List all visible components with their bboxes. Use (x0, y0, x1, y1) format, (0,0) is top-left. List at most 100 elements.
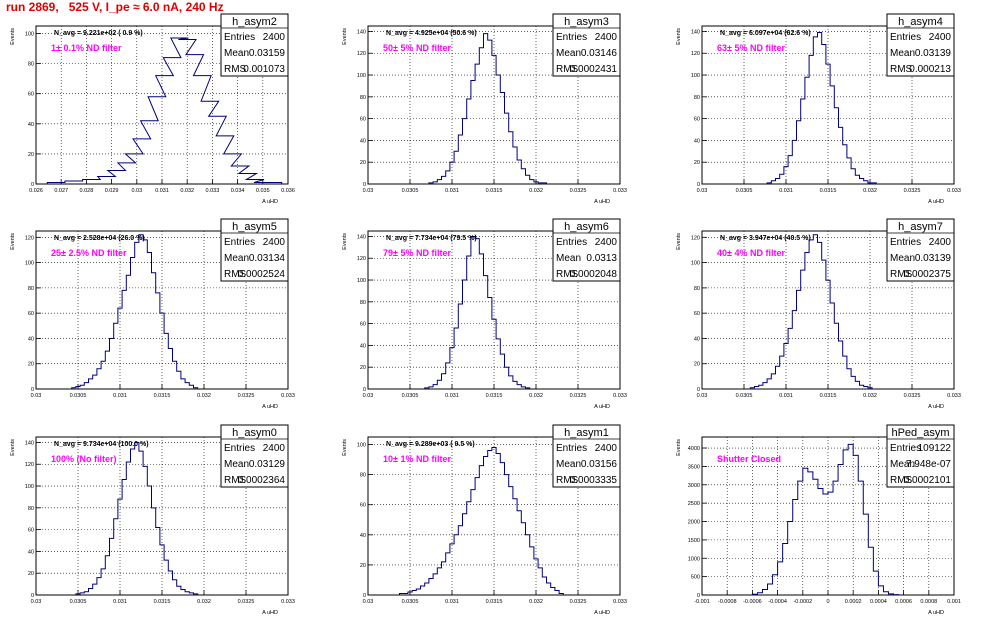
histogram-bin (479, 48, 483, 184)
y-tick-label: 140 (357, 234, 366, 240)
histogram-bin (534, 559, 538, 595)
x-tick-label: 0.029 (105, 188, 119, 194)
histogram-bin (412, 590, 416, 595)
stats-label: RMS (224, 64, 247, 75)
histogram-bin (848, 444, 853, 595)
histogram-bin (851, 376, 855, 389)
y-axis-label: Events (10, 233, 16, 250)
histogram-panel-h_asym2: 0.026 0.027 0.028 0.029 0.03 0.031 0.032 0.033 0… (10, 13, 295, 205)
stats-value: 0.03134 (249, 253, 286, 264)
x-tick-label: 0.033 (947, 188, 961, 194)
x-tick-label: -0.001 (694, 599, 710, 605)
y-tick-label: 20 (360, 563, 366, 569)
stats-label: RMS (556, 475, 579, 486)
x-tick-label: 0.03 (31, 393, 42, 399)
stats-label: Mean (556, 48, 581, 59)
stats-label: Entries (890, 443, 921, 454)
histogram-bin (830, 303, 834, 389)
histogram-bin (792, 140, 796, 184)
filter-label: 50± 5% ND filter (383, 43, 451, 53)
histogram-bin (72, 388, 76, 389)
stats-value: 2400 (263, 32, 286, 43)
histogram-bin (147, 486, 151, 595)
histogram-bin (771, 374, 775, 389)
histogram-bin (437, 568, 441, 595)
y-tick-label: 1000 (688, 556, 700, 562)
x-tick-label: 0.03 (31, 599, 42, 605)
histogram-bin (471, 490, 475, 595)
histogram-bin (65, 181, 83, 184)
stats-box (552, 218, 621, 282)
stats-value: 0.03129 (249, 459, 286, 470)
histogram-bin (194, 388, 198, 389)
y-tick-label: 40 (694, 336, 700, 342)
histogram-bin (437, 180, 441, 184)
stats-value: 2400 (595, 32, 618, 43)
x-tick-label: 0.03 (363, 393, 374, 399)
histogram-bin (421, 586, 425, 595)
histogram-bin (173, 580, 177, 595)
y-tick-label: 80 (28, 286, 34, 292)
stats-label: Entries (556, 237, 587, 248)
histogram-bin (843, 356, 847, 389)
histogram-bin (517, 160, 521, 184)
histogram-panel-h_asym5: 0.03 0.0305 0.031 0.0315 0.032 0.0325 0.033 0 20… (10, 218, 295, 410)
histogram-bin (93, 584, 97, 595)
histogram-bin (847, 369, 851, 389)
stats-value: 0.0002364 (238, 475, 286, 486)
n-avg-annotation: N_avg = 2.528e+04 (26.0 %) (54, 235, 145, 242)
histogram-bin (798, 481, 803, 595)
x-tick-label: 0.031 (445, 393, 459, 399)
histogram-bin (454, 535, 458, 595)
x-tick-label: 0.0305 (736, 188, 753, 194)
histogram-bin (797, 290, 801, 389)
histogram-bin (762, 589, 767, 595)
histogram-panel-hPed_asym: -0.001 -0.0008 -0.0006 -0.0004 -0.0002 0 0.000… (676, 424, 961, 616)
histogram-bin (450, 162, 454, 184)
x-tick-label: 0.03 (131, 188, 142, 194)
histogram-bin (156, 293, 160, 389)
x-tick-label: 0.001 (947, 599, 961, 605)
histogram-panel-h_asym7: 0.03 0.0305 0.031 0.0315 0.032 0.0325 0.033 0 20… (676, 218, 961, 410)
n-avg-annotation: N_avg = 9.734e+04 (100.0 %) (54, 441, 149, 448)
stats-value: 0.03139 (915, 253, 952, 264)
histogram-bin (488, 40, 492, 184)
histogram-bin (446, 553, 450, 595)
y-tick-label: 40 (694, 138, 700, 144)
histogram-bin (513, 147, 517, 184)
histogram-bin (126, 462, 130, 595)
y-tick-label: 120 (691, 51, 700, 57)
stats-label: RMS (890, 64, 913, 75)
filter-label: 10± 1% ND filter (383, 454, 451, 464)
x-tick-label: 0.03 (363, 599, 374, 605)
y-tick-label: 120 (25, 462, 34, 468)
histogram-bin (89, 588, 93, 595)
y-axis-label: Events (676, 439, 682, 456)
stats-label: Mean (556, 253, 581, 264)
filter-label: 79± 5% ND filter (383, 248, 451, 258)
histogram-bin (860, 385, 864, 389)
stats-value: 0.03139 (915, 48, 952, 59)
histogram-bin (788, 328, 792, 389)
x-tick-label: 0.033 (947, 393, 961, 399)
histogram-title: h_asym4 (898, 16, 943, 28)
y-tick-label: 100 (25, 484, 34, 490)
x-tick-label: 0.0305 (70, 393, 87, 399)
histogram-panel-h_asym0: 0.03 0.0305 0.031 0.0315 0.032 0.0325 0.033 0 20… (10, 424, 295, 616)
histogram-bin (488, 451, 492, 595)
y-tick-label: 0 (697, 387, 700, 393)
histogram-bin (143, 240, 147, 389)
histogram-bin (864, 181, 868, 184)
histogram-title: h_asym2 (232, 16, 277, 28)
histogram-bin (500, 354, 504, 389)
histogram-bin (847, 158, 851, 184)
histogram-bin (425, 583, 429, 595)
histogram-bin (792, 311, 796, 389)
histogram-panel-h_asym4: 0.03 0.0305 0.031 0.0315 0.032 0.0325 0.033 0 20… (676, 13, 961, 205)
x-tick-label: 0.0305 (736, 393, 753, 399)
x-tick-label: 0.0325 (904, 188, 921, 194)
stats-label: Entries (224, 237, 255, 248)
histogram-bin (828, 492, 833, 595)
histogram-bin (860, 179, 864, 184)
stats-label: Mean (224, 459, 249, 470)
